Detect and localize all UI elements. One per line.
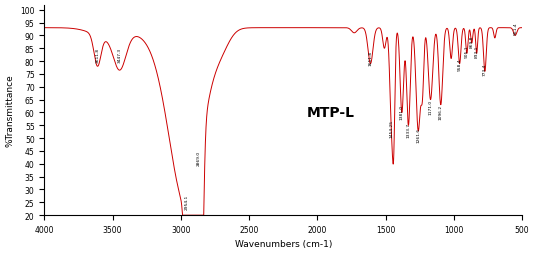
Text: 3611.8: 3611.8 [95, 48, 100, 63]
Text: 1333.7: 1333.7 [407, 122, 410, 137]
Text: 1171.0: 1171.0 [429, 99, 432, 114]
Text: MTP-L: MTP-L [307, 106, 355, 120]
Text: 905.1: 905.1 [465, 45, 469, 58]
Text: 1454.25: 1454.25 [390, 119, 394, 137]
Text: 3447.3: 3447.3 [118, 48, 122, 63]
Text: 958.4: 958.4 [457, 58, 462, 71]
Text: 1096.2: 1096.2 [439, 104, 443, 119]
Text: 773.4: 773.4 [483, 64, 487, 76]
Text: 1381.0: 1381.0 [400, 104, 404, 119]
Y-axis label: %Transmittance: %Transmittance [5, 74, 14, 147]
Text: 869.8: 869.8 [470, 35, 474, 48]
Text: 1611.8: 1611.8 [369, 51, 372, 66]
Text: 551.4: 551.4 [513, 22, 517, 35]
X-axis label: Wavenumbers (cm-1): Wavenumbers (cm-1) [234, 240, 332, 248]
Text: 2869.0: 2869.0 [197, 150, 201, 165]
Text: 1261.6: 1261.6 [416, 127, 421, 142]
Text: 833.1: 833.1 [475, 45, 479, 58]
Text: 2954.1: 2954.1 [185, 194, 189, 209]
